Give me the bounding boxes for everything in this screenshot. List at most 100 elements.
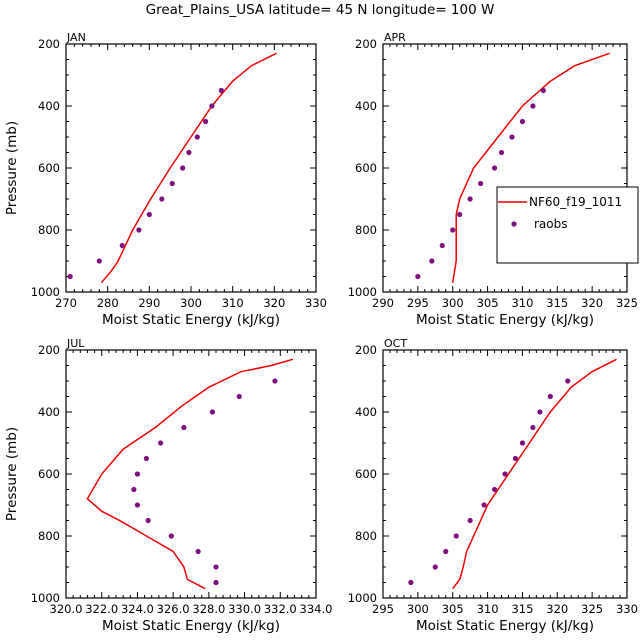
plot-frame <box>65 43 317 293</box>
series-group <box>67 52 277 284</box>
panel-label: JAN <box>66 31 86 44</box>
x-tick-label: 310 <box>222 296 244 310</box>
x-tick-label: 325 <box>581 602 603 616</box>
y-tick-label: 800 <box>38 529 60 543</box>
y-axis-label: Pressure (mb) <box>4 121 20 215</box>
y-tick-label: 600 <box>355 161 377 175</box>
y-tick-label: 800 <box>355 529 377 543</box>
x-tick-label: 320 <box>546 602 568 616</box>
raobs-point <box>519 118 526 125</box>
raobs-point <box>467 517 473 524</box>
y-tick-label: 200 <box>355 343 377 357</box>
raobs-point <box>194 134 200 140</box>
raobs-point <box>272 378 278 384</box>
raobs-point <box>158 440 164 446</box>
raobs-point <box>453 533 459 539</box>
y-tick-label: 1000 <box>348 591 377 605</box>
raobs-point <box>143 455 149 462</box>
x-tick-label: 300 <box>442 296 464 310</box>
model-line <box>451 52 610 283</box>
x-tick-label: 300 <box>407 602 429 616</box>
raobs-point <box>213 564 219 570</box>
panel-jan: JAN 270 280 290 300 310 320 330 200 400 600 800 1000… <box>4 31 327 328</box>
series-group <box>408 358 617 590</box>
x-tick-label: 326.0 <box>157 602 190 616</box>
raobs-point <box>478 180 484 187</box>
raobs-point <box>136 227 142 233</box>
raobs-point <box>181 424 187 431</box>
raobs-point <box>415 273 421 280</box>
x-tick-label: 295 <box>407 296 429 310</box>
x-tick-label: 330.0 <box>228 602 261 616</box>
raobs-point <box>169 180 175 187</box>
raobs-point <box>457 211 463 218</box>
raobs-point <box>432 564 438 570</box>
raobs-point <box>450 227 456 233</box>
x-tick-label: 270 <box>55 296 77 310</box>
x-tick-label: 334.0 <box>300 602 333 616</box>
raobs-point <box>195 548 201 555</box>
panel-label: OCT <box>384 337 407 350</box>
raobs-point <box>491 486 498 493</box>
raobs-point <box>547 393 553 400</box>
y-tick-label: 600 <box>38 467 60 481</box>
legend-model-label: NF60_f19_1011 <box>529 195 622 209</box>
raobs-point <box>119 242 125 249</box>
y-tick-label: 200 <box>38 37 60 51</box>
raobs-point <box>491 165 498 171</box>
raobs-point <box>209 409 216 415</box>
raobs-point <box>96 258 102 264</box>
x-tick-label: 315 <box>546 296 568 310</box>
raobs-point <box>159 196 165 202</box>
raobs-point <box>218 87 225 94</box>
panel-label: APR <box>384 31 406 44</box>
raobs-point <box>439 242 445 249</box>
series-group <box>415 52 610 283</box>
raobs-point <box>67 273 73 280</box>
x-tick-label: 325 <box>616 296 638 310</box>
model-line <box>452 358 617 590</box>
y-tick-label: 600 <box>355 467 377 481</box>
raobs-point <box>467 196 473 202</box>
x-tick-label: 330 <box>305 296 327 310</box>
x-axis-label: Moist Static Energy (kJ/kg) <box>102 618 280 634</box>
raobs-point <box>502 471 508 477</box>
raobs-point <box>236 393 242 400</box>
raobs-point <box>429 258 435 264</box>
raobs-point <box>512 455 519 462</box>
panel-oct: OCT 295 300 305 310 315 320 325 330 200 400 600 800 1… <box>348 337 638 634</box>
y-tick-label: 600 <box>38 161 60 175</box>
raobs-point <box>530 103 536 109</box>
raobs-point <box>202 118 209 125</box>
x-tick-label: 320 <box>263 296 285 310</box>
raobs-point <box>481 502 487 508</box>
x-tick-label: 315 <box>511 602 533 616</box>
x-tick-label: 300 <box>180 296 202 310</box>
x-tick-label: 320 <box>581 296 603 310</box>
raobs-point <box>498 149 505 156</box>
x-tick-label: 328.0 <box>192 602 225 616</box>
panel-label: JUL <box>66 337 85 350</box>
raobs-point <box>134 471 141 477</box>
legend-marker-swatch <box>511 221 517 227</box>
raobs-point <box>530 424 536 431</box>
y-tick-label: 400 <box>38 405 60 419</box>
y-tick-label: 800 <box>38 223 60 237</box>
raobs-point <box>565 378 571 384</box>
raobs-point <box>131 486 137 493</box>
x-tick-label: 280 <box>97 296 119 310</box>
x-axis-label: Moist Static Energy (kJ/kg) <box>416 618 594 634</box>
series-group <box>86 358 294 590</box>
x-axis-label: Moist Static Energy (kJ/kg) <box>102 312 280 328</box>
panels: JAN 270 280 290 300 310 320 330 200 400 600 800 1000… <box>4 31 639 634</box>
y-axis-label: Pressure (mb) <box>4 427 20 521</box>
raobs-point <box>213 579 219 586</box>
model-line <box>86 358 294 590</box>
x-tick-label: 330 <box>616 602 638 616</box>
y-tick-label: 400 <box>355 405 377 419</box>
raobs-point <box>168 533 174 539</box>
y-tick-label: 800 <box>355 223 377 237</box>
x-tick-label: 332.0 <box>264 602 297 616</box>
y-tick-label: 400 <box>355 99 377 113</box>
